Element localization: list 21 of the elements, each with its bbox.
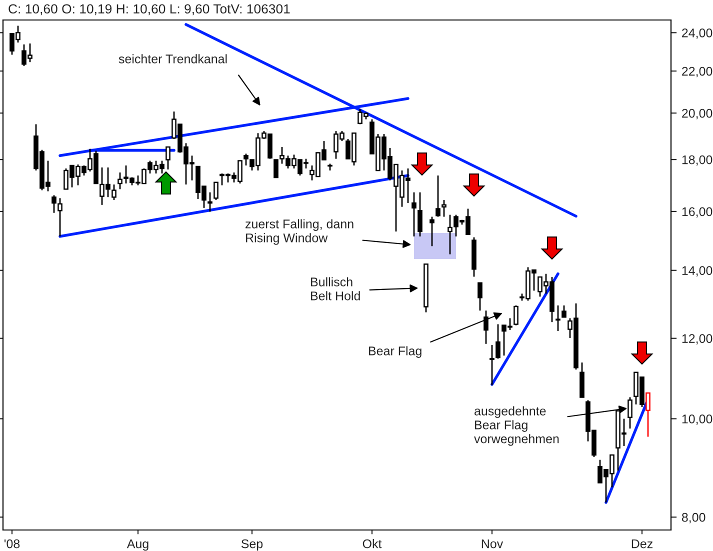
x-tick-label: Okt	[362, 539, 382, 548]
x-tick-label: Aug	[126, 539, 148, 551]
y-tick-label: 16,00	[682, 207, 712, 218]
y-tick-label: 10,00	[682, 414, 712, 425]
y-tick-label: 20,00	[682, 108, 712, 120]
x-tick-label: Nov	[482, 539, 504, 548]
y-tick-label: 22,00	[682, 66, 712, 78]
annotation: zuerst Falling, dann Rising Window	[246, 219, 354, 245]
annotation: ausgedehnte Bear Flag vorwegnehmen	[474, 406, 559, 446]
y-tick-label: 14,00	[682, 266, 712, 276]
y-tick-label: 18,00	[682, 155, 712, 166]
annotation: Bear Flag	[369, 346, 422, 358]
x-tick-label: Sep	[241, 539, 263, 551]
annotation: seichter Trendkanal	[118, 54, 227, 64]
text: C: 10,60 O: 10,19 H: 10,60 L: 9,60 TotV: 106301	[8, 4, 290, 16]
y-tick-label: 8,00	[682, 512, 706, 524]
x-tick-label: Dez	[632, 539, 652, 548]
x-tick-label: '08	[4, 539, 20, 548]
y-tick-label: 24,00	[682, 28, 712, 39]
y-tick-label: 12,00	[682, 334, 712, 344]
annotation: Bullisch Belt Hold	[311, 277, 360, 300]
